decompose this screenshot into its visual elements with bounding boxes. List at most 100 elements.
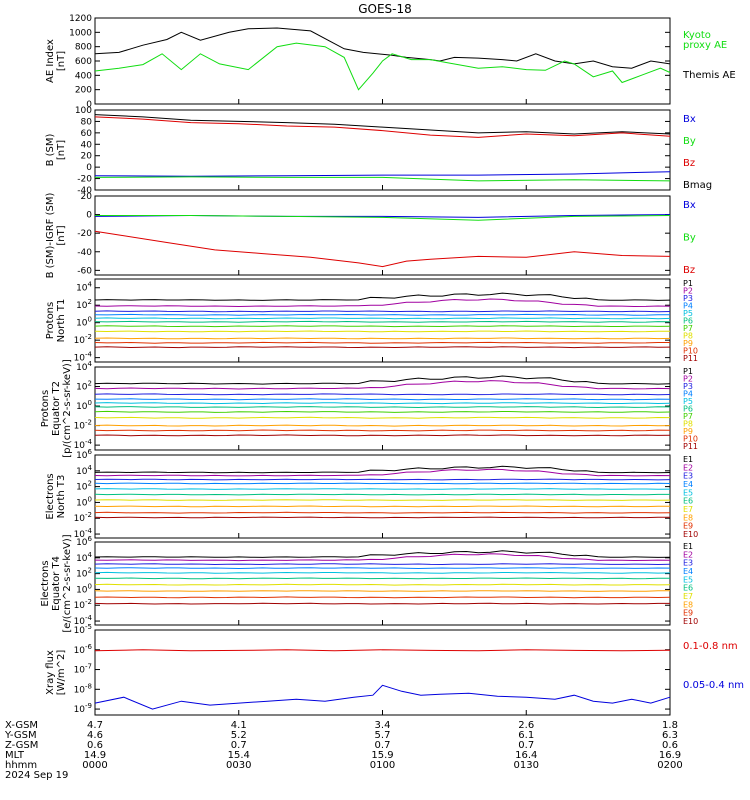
series-line [94,550,671,558]
x-row-value: 6.1 [518,730,534,741]
y-tick-label: 106 [76,448,92,461]
panel-bigrf: -60 -40 -20 0 20 B (SM)-IGRF (SM) [nT] Bx By Bz [45,192,696,278]
legend-entry: E7 [683,592,693,601]
panel-frame [94,278,671,363]
legend-entry: E6 [683,497,693,506]
legend-entry: 0.05-0.4 nm [683,680,744,691]
legend-entry: P10 [683,347,698,356]
plot-title: GOES-18 [358,2,412,16]
y-tick-label: 10-5 [74,623,92,636]
legend-entry: E1 [683,542,693,551]
legend-entry: P4 [683,302,693,311]
series-line [94,567,671,570]
y-axis-label-line: North T1 [56,299,67,343]
series-line [94,337,671,340]
series-line [94,499,671,501]
x-row-value: 0000 [82,760,107,771]
y-tick-label: 400 [75,71,92,81]
y-tick-label: 104 [76,281,92,294]
y-tick-label: 100 [76,316,92,329]
legend-entry: Bmag [683,180,712,191]
x-row-value: 4.6 [87,730,103,741]
x-row-label: hhmm [5,760,37,771]
y-axis-label-line: Electrons [40,560,51,606]
y-tick-label: 200 [75,86,92,96]
legend-entry: E4 [683,480,693,489]
y-tick-label: 10-2 [74,333,92,346]
legend-entry: P2 [683,375,693,384]
y-tick-label: 102 [76,567,92,580]
x-row-value: 14.9 [84,750,106,761]
legend-entry: P3 [683,382,693,391]
series-line [94,577,671,580]
series-line [94,649,671,652]
x-row-value: 5.7 [375,730,391,741]
y-tick-label: 60 [81,129,93,139]
legend-entry: P10 [683,435,698,444]
series-line [94,493,670,496]
series-line [94,298,671,308]
y-axis-label: Electrons Equator T4 [e/(cm^2-s-sr-keV)] [40,534,73,632]
y-tick-label: 10-4 [74,527,93,540]
x-row-value: 4.1 [231,720,247,731]
y-axis-label-line: B (SM)-IGRF (SM) [45,193,56,279]
y-tick-label: -40 [77,248,92,258]
series-line [94,511,671,514]
legend-entry: By [683,233,696,244]
panel-frame [94,629,671,716]
legend-entry: P9 [683,427,693,436]
series-line [94,313,671,316]
y-tick-label: 10-2 [74,598,92,611]
series-line [94,410,671,413]
legend-entry: E1 [683,455,693,464]
series-line [94,488,671,490]
series-line [94,330,670,333]
series-line [94,468,671,477]
series-line [94,571,671,574]
y-axis-label-line: [nT] [56,225,67,245]
series-line [94,465,671,474]
y-axis-label-line: [W/m^2] [56,650,67,696]
series-line [94,27,671,69]
x-row-value: 0130 [514,760,539,771]
series-line [94,590,670,592]
y-axis-label: B (SM) [nT] [45,133,67,166]
legend-entry: Bx [683,114,696,125]
legend-entry: P7 [683,412,693,421]
y-tick-label: -20 [77,229,92,239]
series-line [94,482,671,485]
y-tick-label: 10-7 [74,663,92,676]
series-line [94,402,671,405]
y-axis-label: B (SM)-IGRF (SM) [nT] [45,193,67,279]
x-row-value: 0.6 [662,740,678,751]
y-tick-label: 10-4 [74,351,93,364]
y-tick-label: -60 [77,266,92,276]
x-row-value: 2.6 [518,720,534,731]
y-tick-label: 102 [76,480,92,493]
legend-entry: P6 [683,317,693,326]
legend-entry: P11 [683,442,698,451]
x-row-value: 0030 [226,760,251,771]
series-line [94,424,671,427]
legend-entry: E5 [683,575,693,584]
x-row-value: 0.7 [231,740,247,751]
x-axis-table: X-GSM 4.7 4.1 3.4 2.6 1.8 Y-GSM 4.6 5.2 5.7 6.1 6.3… [4,720,683,781]
legend-entry: E2 [683,463,693,472]
y-axis-label: Electrons North T3 [45,473,67,519]
x-row-label: X-GSM [5,720,38,731]
x-row-value: 15.4 [228,750,250,761]
x-row-value: 0.7 [375,740,391,751]
y-tick-label: 10-6 [74,643,93,656]
series-line [94,563,671,566]
y-tick-label: 10-2 [74,511,92,524]
series-line [94,416,671,419]
legend-entry: E4 [683,567,693,576]
series-line [94,320,671,323]
legend-entry: P5 [683,309,693,318]
series-line [94,596,671,599]
legend-entry: E8 [683,513,693,522]
legend-entry: E5 [683,488,693,497]
legend-entry: E10 [683,530,698,539]
